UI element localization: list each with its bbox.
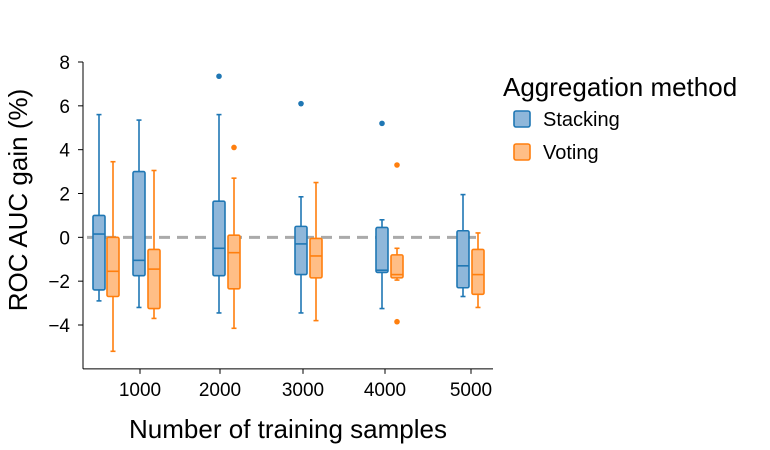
x-tick-label: 5000 (450, 380, 492, 401)
x-tick-label: 3000 (282, 380, 324, 401)
stacking-iqr-box (375, 226, 389, 274)
legend-swatch (513, 143, 531, 161)
stacking-box-1000-1 (132, 119, 146, 309)
legend: Aggregation method Stacking Voting (503, 72, 737, 164)
legend-swatch (513, 110, 531, 128)
y-tick-label: 0 (59, 228, 70, 249)
stacking-box-4000-4 (375, 120, 389, 310)
stacking-box-1000-0 (92, 113, 106, 302)
legend-label: Stacking (543, 109, 620, 131)
legend-item-voting: Voting (513, 142, 599, 164)
stacking-box-2000-2 (212, 73, 226, 314)
voting-iqr-box (106, 236, 120, 298)
voting-iqr-box (471, 248, 485, 296)
voting-iqr-box (227, 234, 241, 290)
voting-box-2000-2 (227, 144, 241, 330)
y-tick-label: 6 (59, 97, 70, 118)
legend-title: Aggregation method (503, 72, 737, 102)
stacking-iqr-box (456, 229, 470, 289)
voting-outlier-point (394, 318, 400, 325)
legend-label: Voting (543, 142, 599, 164)
legend-item-stacking: Stacking (513, 109, 620, 131)
voting-box-1000-0 (106, 160, 120, 353)
voting-outlier-point (394, 162, 400, 168)
voting-iqr-box (147, 248, 161, 310)
stacking-outlier-point (216, 73, 222, 80)
box-layer (92, 73, 485, 353)
voting-box-4000-4 (390, 162, 404, 325)
voting-outlier-point (231, 144, 237, 151)
stacking-iqr-box (132, 170, 146, 277)
stacking-outlier-point (379, 120, 385, 127)
voting-box-1000-1 (147, 169, 161, 320)
x-tick-label: 1000 (119, 380, 161, 401)
y-tick-label: 4 (59, 141, 70, 162)
voting-iqr-box (309, 237, 323, 279)
y-tick-label: 8 (59, 53, 70, 74)
x-axis-title: Number of training samples (129, 414, 447, 444)
stacking-iqr-box (92, 214, 106, 291)
axis-layer: −4 −2 0 2 4 6 8 1000 2000 3000 4000 5000 (48, 53, 493, 401)
voting-box-5000-5 (471, 232, 485, 309)
stacking-iqr-box (294, 225, 308, 276)
y-axis-title: ROC AUC gain (%) (3, 89, 33, 312)
y-tick-label: −2 (48, 272, 70, 293)
x-tick-label: 4000 (364, 380, 406, 401)
voting-iqr-box (390, 254, 404, 279)
y-tick-label: −4 (48, 316, 70, 337)
stacking-iqr-box (212, 200, 226, 277)
stacking-box-5000-5 (456, 193, 470, 298)
stacking-outlier-point (298, 100, 304, 107)
y-tick-label: 2 (59, 185, 70, 206)
voting-box-3000-3 (309, 181, 323, 322)
x-tick-label: 2000 (199, 380, 241, 401)
stacking-box-3000-3 (294, 100, 308, 314)
